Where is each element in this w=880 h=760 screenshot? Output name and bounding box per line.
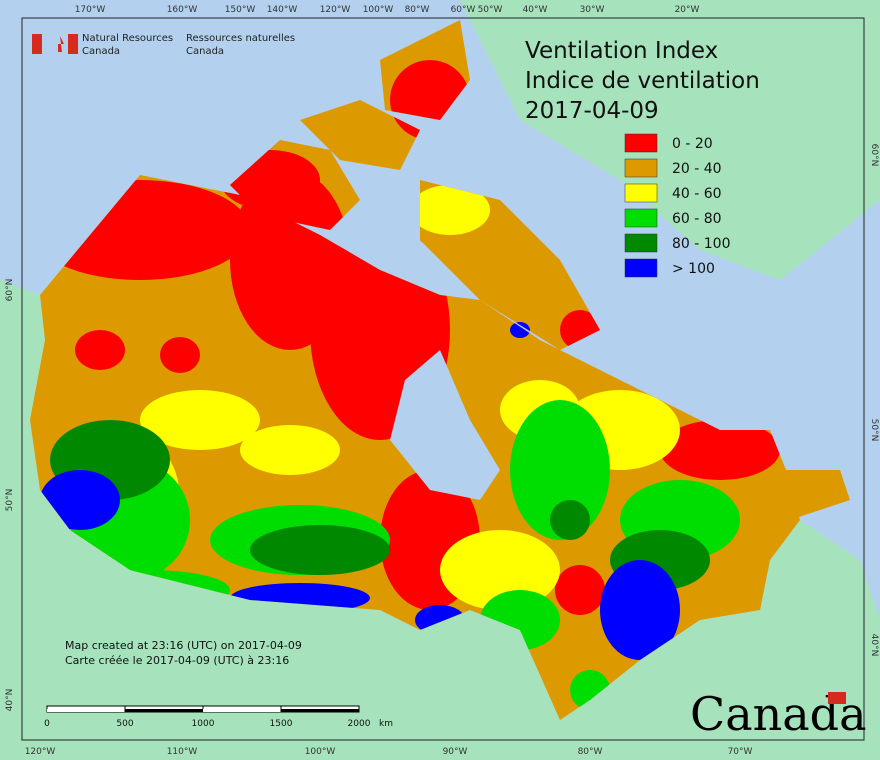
scale-label: 1500 [270, 719, 293, 729]
map-frame [21, 17, 865, 741]
zone [160, 337, 200, 373]
legend-swatch [624, 183, 658, 203]
legend-swatch [624, 208, 658, 228]
agency-signature: Natural Resources Canada Ressources natu… [32, 33, 295, 57]
longitude-label: 60°W [451, 5, 476, 15]
title: Indice de ventilation [525, 68, 760, 94]
zone [510, 400, 610, 540]
flag-bar [32, 34, 42, 54]
scale-segment [47, 709, 125, 712]
longitude-label: 50°W [478, 5, 503, 15]
legend-label: 60 - 80 [672, 211, 722, 227]
agency-en: Natural Resources [82, 33, 173, 44]
latitude-label: 50°N [869, 419, 879, 442]
legend-label: 80 - 100 [672, 236, 731, 252]
longitude-label: 80°W [405, 5, 430, 15]
longitude-label: 90°W [443, 747, 468, 757]
scale-label: 0 [44, 719, 50, 729]
zone [600, 560, 680, 660]
agency-fr: Ressources naturelles [186, 33, 295, 44]
latitude-label: 60°N [869, 144, 879, 167]
latitude-label: 50°N [5, 489, 15, 512]
longitude-label: 70°W [728, 747, 753, 757]
longitude-label: 110°W [167, 747, 198, 757]
longitude-label: 140°W [267, 5, 298, 15]
legend-label: 20 - 40 [672, 161, 722, 177]
legend-swatch [624, 233, 658, 253]
latitude-label: 40°N [5, 689, 15, 712]
zone [240, 425, 340, 475]
greenland [460, 0, 880, 280]
longitude-label: 160°W [167, 5, 198, 15]
note: Carte créée le 2017-04-09 (UTC) à 23:16 [65, 654, 289, 667]
longitude-label: 150°W [225, 5, 256, 15]
flag-leaf [58, 36, 64, 52]
scale-unit: km [379, 719, 393, 729]
scale-label: 500 [116, 719, 133, 729]
legend-swatch [624, 158, 658, 178]
zone [440, 530, 560, 610]
longitude-label: 170°W [75, 5, 106, 15]
longitude-label: 120°W [25, 747, 56, 757]
latitude-label: 60°N [5, 279, 15, 302]
longitude-label: 80°W [578, 747, 603, 757]
flag-bar [68, 34, 78, 54]
zone [40, 470, 120, 530]
latitude-label: 40°N [869, 634, 879, 657]
scale-segment [203, 709, 281, 712]
legend-label: 0 - 20 [672, 136, 713, 152]
scale-label: 2000 [348, 719, 371, 729]
zone [250, 525, 390, 575]
legend-swatch [624, 133, 658, 153]
zone [550, 500, 590, 540]
longitude-label: 30°W [580, 5, 605, 15]
longitude-label: 120°W [320, 5, 351, 15]
wordmark-flag [828, 692, 846, 704]
agency-fr: Canada [186, 46, 224, 57]
date: 2017-04-09 [525, 98, 659, 124]
zone [555, 565, 605, 615]
united-states [0, 420, 880, 760]
longitude-label: 20°W [675, 5, 700, 15]
scale-label: 1000 [192, 719, 215, 729]
zone [660, 420, 780, 480]
longitude-label: 100°W [363, 5, 394, 15]
zone [75, 330, 125, 370]
title: Ventilation Index [525, 38, 718, 64]
legend-label: 40 - 60 [672, 186, 722, 202]
note: Map created at 23:16 (UTC) on 2017-04-09 [65, 639, 302, 652]
zone [410, 185, 490, 235]
hudson-bay [390, 350, 500, 500]
agency-en: Canada [82, 46, 120, 57]
legend-swatch [624, 258, 658, 278]
longitude-label: 40°W [523, 5, 548, 15]
scale-segment [281, 709, 359, 712]
longitude-label: 100°W [305, 747, 336, 757]
zone [510, 322, 530, 338]
scale-segment [125, 709, 203, 712]
legend-label: > 100 [672, 261, 715, 277]
zone [140, 390, 260, 450]
